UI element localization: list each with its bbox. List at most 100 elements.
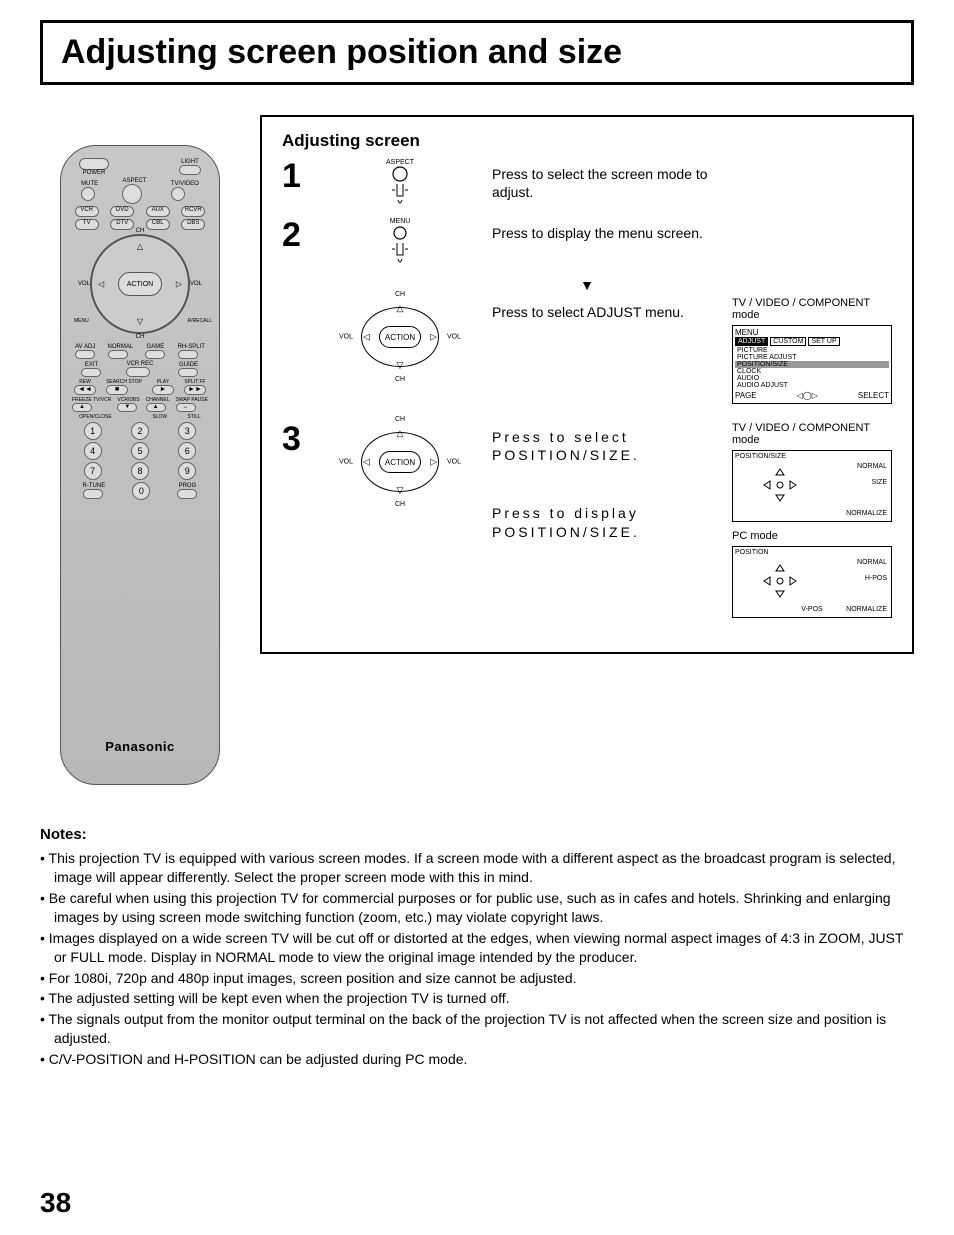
dtv-button[interactable]: DTV <box>110 219 134 230</box>
guide-button[interactable] <box>178 368 198 377</box>
num-8-button[interactable]: 8 <box>131 462 149 480</box>
rcvr-button[interactable]: RCVR <box>181 206 205 217</box>
pos-normalize: NORMALIZE <box>846 510 887 517</box>
rew-button[interactable]: ◄◄ <box>74 385 96 395</box>
step-3: 3 CH CH VOL VOL △ ▽ ◁ ▷ ACTION Press to … <box>282 422 892 618</box>
numpad-row-1: 1 2 3 <box>69 422 211 440</box>
action-center: ACTION <box>379 326 421 348</box>
menu-item-clock: CLOCK <box>735 368 889 375</box>
menu-footer-page: PAGE <box>735 391 757 400</box>
vcrrec-button[interactable] <box>126 367 150 377</box>
mute-button[interactable] <box>81 187 95 201</box>
func-row: AV ADJ NORMAL GAME RH-SPLIT <box>69 344 211 359</box>
num-2-button[interactable]: 2 <box>131 422 149 440</box>
aspect-icon-label: ASPECT <box>320 159 480 166</box>
aspect-label: ASPECT <box>122 178 146 184</box>
rhsplit-button[interactable] <box>178 350 198 359</box>
tri-left-icon-3: ◁ <box>363 457 370 468</box>
pc-title: POSITION <box>735 549 768 556</box>
down-arrow-icon: ▼ <box>282 277 892 293</box>
device-row-1: VCR DVD AUX RCVR <box>69 206 211 217</box>
tri-down-icon-3: ▽ <box>397 485 404 496</box>
prog-label: PROG <box>177 483 197 489</box>
step-3-text-col: Press to select POSITION/SIZE. Press to … <box>492 422 720 541</box>
notes-heading: Notes: <box>40 825 914 845</box>
freeze-button[interactable]: ▲ <box>72 403 92 412</box>
exit-button[interactable] <box>81 368 101 377</box>
notes-section: Notes: This projection TV is equipped wi… <box>40 825 914 1069</box>
ff-button[interactable]: ►► <box>184 385 206 395</box>
action-button[interactable]: ACTION <box>118 272 162 296</box>
rtune-button[interactable] <box>83 489 103 499</box>
note-item: The signals output from the monitor outp… <box>40 1010 914 1048</box>
vol-label-3r: VOL <box>447 459 461 466</box>
ch-label-b: CH <box>395 376 405 383</box>
play-button[interactable]: ► <box>152 385 174 395</box>
power-button[interactable] <box>79 158 109 170</box>
vcrdbs-button[interactable]: ▼ <box>117 403 137 412</box>
step-1-text: Press to select the screen mode to adjus… <box>492 159 720 201</box>
step-2b-side: TV / VIDEO / COMPONENT mode MENU ADJUST … <box>732 297 892 412</box>
step-2: 2 MENU Press to display the menu screen. <box>282 218 892 267</box>
note-item: The adjusted setting will be kept even w… <box>40 989 914 1008</box>
step-1: 1 ASPECT Press to select the screen mode… <box>282 159 892 208</box>
num-5-button[interactable]: 5 <box>131 442 149 460</box>
power-label: POWER <box>79 170 109 176</box>
tiny-row: OPEN/CLOSE SLOW STILL <box>69 414 211 420</box>
num-3-button[interactable]: 3 <box>178 422 196 440</box>
note-item: C/V-POSITION and H-POSITION can be adjus… <box>40 1050 914 1069</box>
num-9-button[interactable]: 9 <box>178 462 196 480</box>
stop-button[interactable]: ■ <box>106 385 128 395</box>
avadj-button[interactable] <box>75 350 95 359</box>
cross-icon-2 <box>760 561 800 603</box>
numpad-row-4: R-TUNE 0 PROG <box>69 482 211 500</box>
channel-button[interactable]: ▲ <box>146 403 166 412</box>
normal-label: NORMAL <box>108 344 134 350</box>
cbl-button[interactable]: CBL <box>146 219 170 230</box>
mode-heading-2: TV / VIDEO / COMPONENT mode <box>732 422 892 446</box>
step-2-icon: MENU <box>320 218 480 267</box>
tvvideo-button[interactable] <box>171 187 185 201</box>
ch-label-top: CH <box>136 228 145 234</box>
position-size-mock: POSITION/SIZE NORMAL SIZE NORMALIZE <box>732 450 892 522</box>
small-row: FREEZE TV/VCR▲ VCR/DBS▼ CHANNEL▲ SWAP PA… <box>69 397 211 412</box>
aux-button[interactable]: AUX <box>146 206 170 217</box>
step-1-icon: ASPECT <box>320 159 480 208</box>
pos-title: POSITION/SIZE <box>735 453 786 460</box>
num-6-button[interactable]: 6 <box>178 442 196 460</box>
vcr-button[interactable]: VCR <box>75 206 99 217</box>
rhsplit-label: RH-SPLIT <box>178 344 205 350</box>
steps-heading: Adjusting screen <box>282 131 892 151</box>
dvd-button[interactable]: DVD <box>110 206 134 217</box>
vcrdbs-label: VCR/DBS <box>117 397 139 403</box>
nav-ring[interactable]: △ ▽ ◁ ▷ ACTION CH CH VOL VOL MENU R/RECA… <box>90 234 190 334</box>
ch-label-3b: CH <box>395 501 405 508</box>
num-0-button[interactable]: 0 <box>132 482 150 500</box>
tv-button[interactable]: TV <box>75 219 99 230</box>
normal-button[interactable] <box>108 350 128 359</box>
vol-label-right: VOL <box>190 281 202 287</box>
page-title: Adjusting screen position and size <box>61 33 893 72</box>
prog-button[interactable] <box>177 489 197 499</box>
stop-label: SEARCH STOP <box>106 379 142 385</box>
pos-normal: NORMAL <box>857 463 887 470</box>
num-1-button[interactable]: 1 <box>84 422 102 440</box>
transport-row: REW◄◄ SEARCH STOP■ PLAY► SPLIT FF►► <box>69 379 211 395</box>
step-2b-text: Press to select ADJUST menu. <box>492 297 720 321</box>
swap-button[interactable]: ↔ <box>176 403 196 412</box>
aspect-button[interactable] <box>122 184 142 204</box>
pc-vpos: V-POS <box>801 606 822 613</box>
swap-label: SWAP PAUSE <box>176 397 208 403</box>
tri-up-icon: △ <box>397 303 404 314</box>
num-4-button[interactable]: 4 <box>84 442 102 460</box>
game-button[interactable] <box>145 350 165 359</box>
tab-setup: SET UP <box>808 337 839 346</box>
vol-left-icon: ◁ <box>98 280 104 289</box>
step-3-icon: CH CH VOL VOL △ ▽ ◁ ▷ ACTION <box>320 422 480 502</box>
light-button[interactable] <box>179 165 201 175</box>
menu-footer-select: SELECT <box>858 391 889 400</box>
notes-list: This projection TV is equipped with vari… <box>40 849 914 1069</box>
num-7-button[interactable]: 7 <box>84 462 102 480</box>
dbs-button[interactable]: DBS <box>181 219 205 230</box>
vol-label-left: VOL <box>78 281 90 287</box>
